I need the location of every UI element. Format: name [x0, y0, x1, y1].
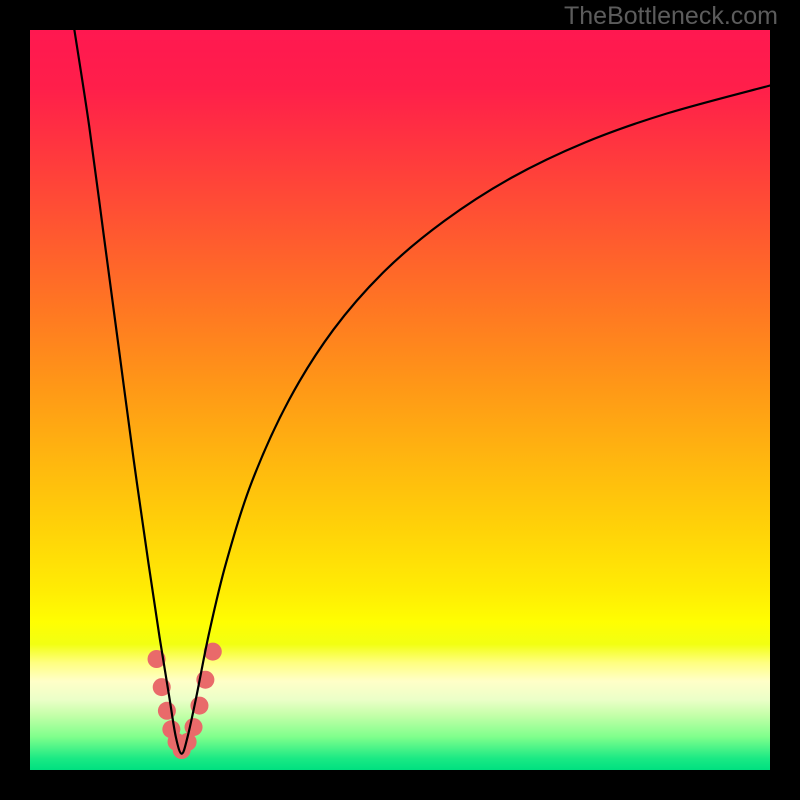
- data-markers: [148, 643, 222, 759]
- plot-area: [30, 30, 770, 770]
- watermark-text: TheBottleneck.com: [564, 2, 778, 31]
- chart-container: TheBottleneck.com: [0, 0, 800, 800]
- curve-layer: [30, 30, 770, 770]
- data-marker: [185, 718, 203, 736]
- bottleneck-curve: [74, 30, 770, 754]
